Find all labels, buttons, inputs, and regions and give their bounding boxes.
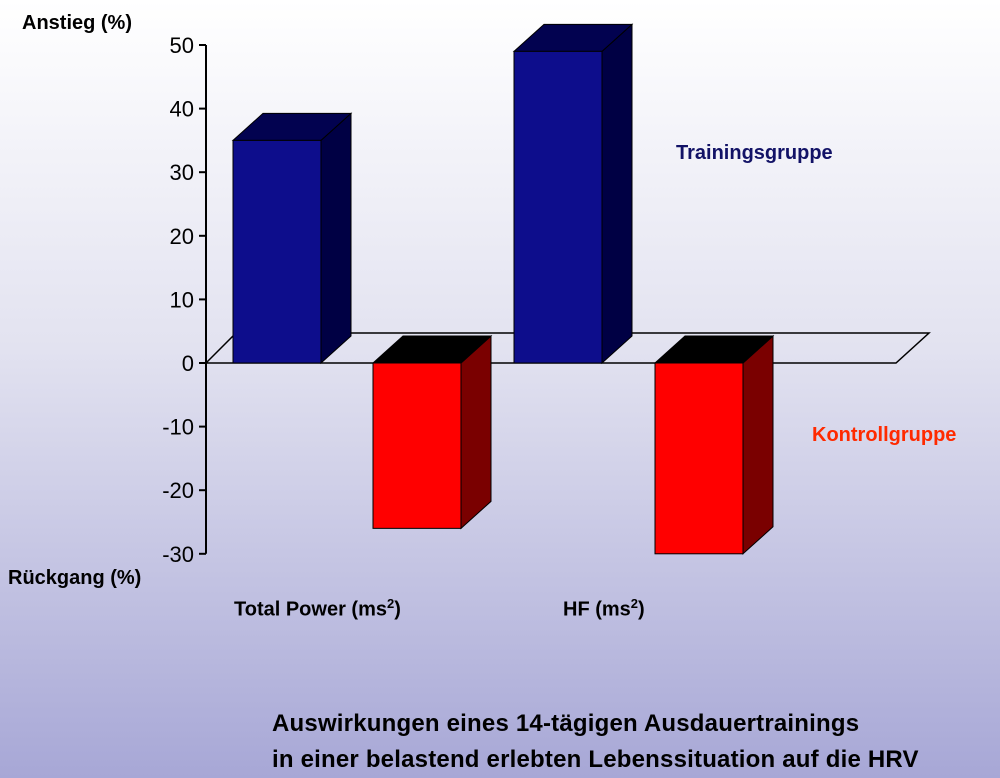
bar-control-1: [654, 362, 744, 555]
y-tick-label: -10: [162, 415, 194, 440]
y-tick-label: -20: [162, 478, 194, 503]
y-tick-label: 0: [182, 351, 194, 376]
category-label-total-power: Total Power (ms2): [234, 596, 401, 621]
y-tick-label: 50: [170, 33, 194, 58]
y-axis-label-decrease: Rückgang (%): [8, 567, 142, 589]
bar-control-1-side: [742, 334, 774, 555]
category-label-hf: HF (ms2): [563, 596, 645, 621]
bar-training-1: [513, 50, 603, 364]
y-tick-label: 10: [170, 287, 194, 312]
y-tick-label: 30: [170, 160, 194, 185]
bar-control-0: [372, 362, 462, 529]
bar-training-0: [232, 139, 322, 364]
bar-control-0-side: [460, 334, 492, 530]
caption-line-1: Auswirkungen eines 14-tägigen Ausdauertr…: [272, 710, 860, 737]
bar-training-1-side: [601, 23, 633, 365]
legend-trainingsgruppe: Trainingsgruppe: [676, 142, 833, 164]
y-tick-label: 20: [170, 224, 194, 249]
caption-line-2: in einer belastend erlebten Lebenssituat…: [272, 746, 919, 773]
y-axis-label-increase: Anstieg (%): [22, 12, 132, 34]
legend-kontrollgruppe: Kontrollgruppe: [812, 424, 957, 446]
y-tick-label: 40: [170, 97, 194, 122]
y-tick-label: -30: [162, 542, 194, 567]
figure-caption: Auswirkungen eines 14-tägigen Ausdauertr…: [272, 706, 919, 778]
bar-training-0-side: [320, 112, 352, 365]
